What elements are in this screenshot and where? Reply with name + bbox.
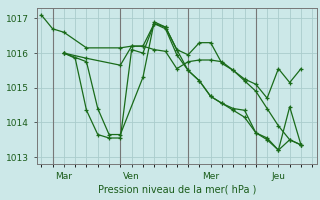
X-axis label: Pression niveau de la mer( hPa ): Pression niveau de la mer( hPa ) <box>98 185 256 195</box>
